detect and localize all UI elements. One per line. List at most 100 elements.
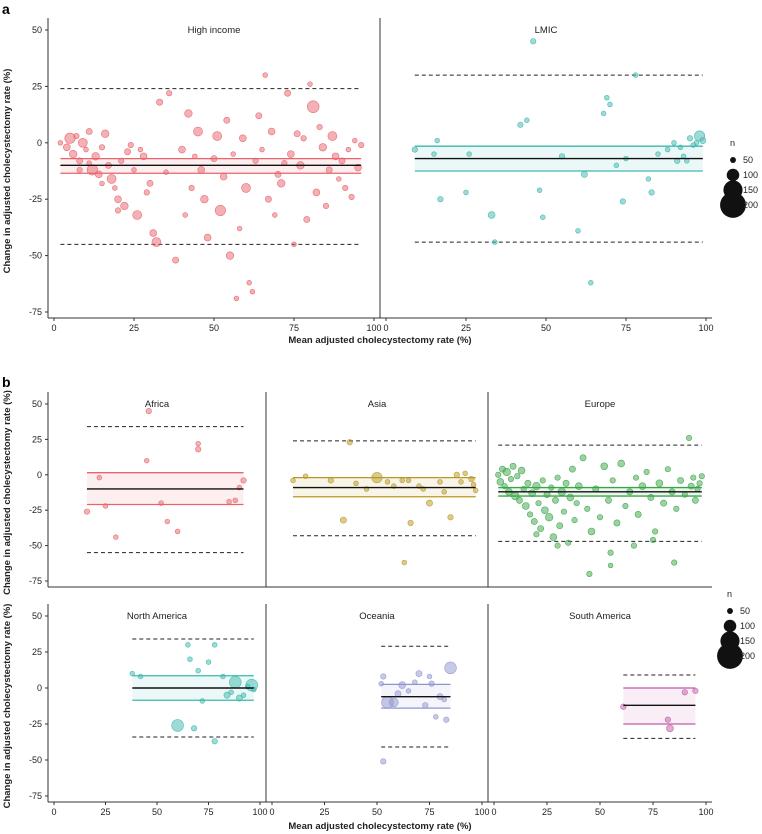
data-point bbox=[526, 511, 534, 518]
panel-title: LMIC bbox=[535, 25, 558, 36]
data-point bbox=[274, 170, 282, 178]
data-point bbox=[85, 128, 93, 135]
data-point bbox=[586, 570, 593, 577]
data-point bbox=[166, 90, 173, 97]
data-point bbox=[520, 485, 527, 493]
data-point bbox=[325, 166, 333, 174]
x-tick-label: 75 bbox=[621, 323, 631, 333]
data-point bbox=[552, 496, 559, 504]
data-point bbox=[516, 496, 523, 504]
data-point bbox=[255, 112, 263, 120]
data-point bbox=[345, 146, 352, 153]
data-point bbox=[192, 153, 198, 160]
data-point bbox=[463, 189, 469, 196]
data-point bbox=[144, 457, 150, 464]
data-point bbox=[69, 149, 78, 159]
data-point bbox=[76, 157, 83, 165]
data-point bbox=[522, 502, 530, 510]
data-point bbox=[405, 477, 412, 484]
data-point bbox=[692, 496, 699, 504]
data-point bbox=[112, 185, 118, 191]
data-point bbox=[569, 465, 576, 473]
data-point bbox=[466, 151, 472, 157]
data-point bbox=[681, 491, 688, 498]
x-tick-label: 100 bbox=[698, 807, 713, 817]
data-point bbox=[327, 477, 334, 484]
data-point bbox=[300, 135, 307, 142]
data-point bbox=[600, 462, 608, 471]
data-point bbox=[596, 514, 604, 521]
data-point bbox=[193, 126, 203, 137]
data-point bbox=[178, 145, 186, 154]
data-point bbox=[163, 169, 169, 175]
data-point bbox=[441, 489, 447, 495]
data-point bbox=[145, 408, 152, 415]
data-point bbox=[655, 151, 661, 157]
data-point bbox=[174, 528, 181, 535]
data-point bbox=[412, 679, 418, 685]
data-point bbox=[655, 479, 664, 488]
data-point bbox=[671, 140, 677, 146]
data-point bbox=[64, 132, 76, 144]
data-point bbox=[240, 477, 247, 484]
data-point bbox=[604, 94, 610, 101]
panel-title: High income bbox=[188, 25, 241, 36]
data-point bbox=[545, 513, 554, 522]
data-point bbox=[277, 179, 286, 188]
data-point bbox=[131, 167, 137, 173]
data-point bbox=[293, 130, 301, 138]
x-tick-label: 0 bbox=[51, 807, 56, 817]
data-point bbox=[517, 466, 526, 475]
data-point bbox=[648, 189, 655, 196]
data-point bbox=[303, 216, 311, 223]
data-point bbox=[664, 716, 671, 723]
data-point bbox=[600, 110, 607, 117]
data-point bbox=[226, 499, 232, 505]
data-point bbox=[632, 474, 640, 481]
data-point bbox=[172, 256, 179, 264]
panel-title: North America bbox=[127, 611, 188, 622]
data-point bbox=[605, 496, 612, 504]
data-point bbox=[487, 211, 496, 219]
data-point bbox=[532, 482, 541, 491]
data-point bbox=[565, 539, 572, 546]
data-point bbox=[609, 477, 616, 484]
data-point bbox=[137, 673, 144, 680]
data-point bbox=[158, 500, 164, 506]
data-point bbox=[99, 180, 105, 187]
data-point bbox=[195, 446, 202, 453]
panel-title: Africa bbox=[145, 399, 170, 410]
data-point bbox=[241, 183, 251, 193]
data-point bbox=[195, 440, 201, 447]
data-point bbox=[101, 129, 110, 138]
x-tick-label: 100 bbox=[366, 323, 381, 333]
data-point bbox=[540, 214, 546, 220]
data-point bbox=[394, 690, 402, 698]
data-point bbox=[318, 143, 327, 152]
data-point bbox=[437, 479, 443, 485]
data-point bbox=[696, 480, 703, 487]
data-point bbox=[342, 184, 349, 191]
x-tick-label: 25 bbox=[319, 807, 329, 817]
x-tick-label: 25 bbox=[129, 323, 139, 333]
data-point bbox=[219, 172, 228, 181]
data-point bbox=[220, 673, 226, 680]
data-point bbox=[399, 477, 405, 484]
data-point bbox=[587, 527, 596, 536]
data-point bbox=[290, 477, 296, 484]
data-point bbox=[378, 680, 384, 687]
data-point bbox=[358, 142, 365, 149]
panel-europe: Europe bbox=[487, 392, 712, 588]
size-legend-a: n 50 100 150 200 bbox=[720, 138, 758, 218]
data-point bbox=[232, 497, 238, 503]
data-point bbox=[645, 176, 652, 182]
data-point bbox=[638, 482, 647, 490]
data-point bbox=[307, 81, 313, 87]
data-point bbox=[434, 137, 440, 144]
y-tick-label: -75 bbox=[29, 576, 42, 586]
size-legend-b: n 50 100 150 200 bbox=[717, 589, 755, 669]
y-tick-label: -50 bbox=[29, 541, 42, 551]
data-point bbox=[407, 519, 414, 526]
data-point bbox=[156, 98, 163, 106]
